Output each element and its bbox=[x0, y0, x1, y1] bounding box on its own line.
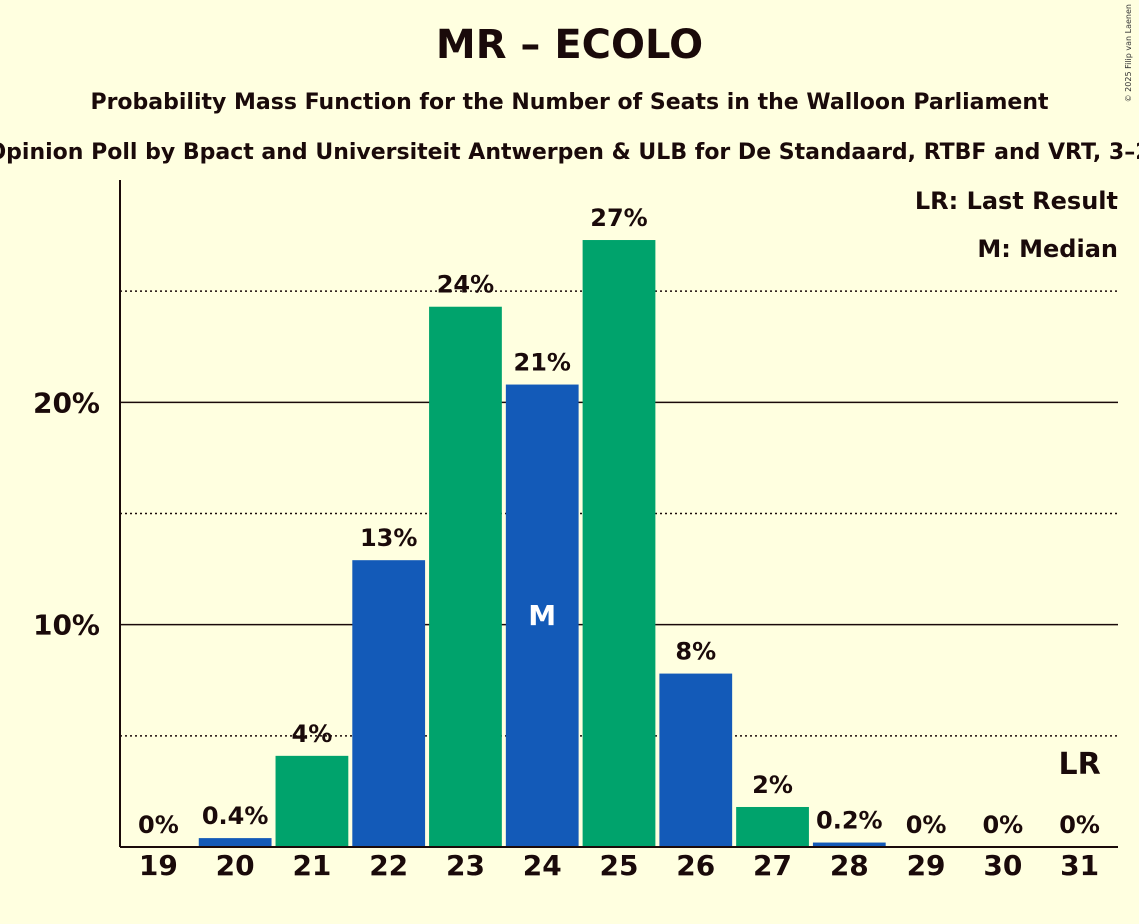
x-tick-27: 27 bbox=[753, 849, 792, 882]
value-label-30: 0% bbox=[982, 811, 1023, 839]
x-tick-30: 30 bbox=[983, 849, 1022, 882]
median-marker: M bbox=[528, 599, 556, 632]
value-label-28: 0.2% bbox=[816, 807, 883, 835]
bar-24 bbox=[505, 384, 579, 847]
value-label-22: 13% bbox=[360, 524, 417, 552]
value-label-23: 24% bbox=[437, 271, 494, 299]
x-tick-31: 31 bbox=[1060, 849, 1099, 882]
value-label-21: 4% bbox=[292, 720, 333, 748]
x-axis-ticks: 19 20 21 22 23 24 25 26 27 28 29 30 31 bbox=[139, 849, 1099, 882]
value-label-20: 0.4% bbox=[202, 802, 269, 830]
x-tick-21: 21 bbox=[292, 849, 331, 882]
value-labels: 0% 0.4% 4% 13% 24% 21% M 27% 8% 2% 0.2% 0% 0% 0% LR bbox=[138, 204, 1101, 839]
x-tick-23: 23 bbox=[446, 849, 485, 882]
legend-median: M: Median bbox=[977, 235, 1118, 263]
x-tick-24: 24 bbox=[523, 849, 562, 882]
bar-20 bbox=[198, 838, 272, 847]
value-label-24: 21% bbox=[514, 349, 571, 377]
bars bbox=[198, 240, 886, 848]
x-tick-25: 25 bbox=[600, 849, 639, 882]
value-label-25: 27% bbox=[590, 204, 647, 232]
value-label-31: 0% bbox=[1059, 811, 1100, 839]
x-tick-26: 26 bbox=[676, 849, 715, 882]
x-tick-28: 28 bbox=[830, 849, 869, 882]
value-label-19: 0% bbox=[138, 811, 179, 839]
last-result-marker: LR bbox=[1059, 747, 1101, 782]
x-tick-19: 19 bbox=[139, 849, 178, 882]
bar-21 bbox=[275, 755, 349, 847]
value-label-27: 2% bbox=[752, 771, 793, 799]
y-tick-20: 20% bbox=[33, 386, 100, 419]
chart-source-line: Opinion Poll by Bpact and Universiteit A… bbox=[0, 140, 1139, 165]
y-tick-10: 10% bbox=[33, 609, 100, 642]
x-tick-20: 20 bbox=[216, 849, 255, 882]
value-label-26: 8% bbox=[675, 638, 716, 666]
bar-27 bbox=[736, 806, 809, 847]
value-label-29: 0% bbox=[906, 811, 947, 839]
bar-22 bbox=[352, 560, 426, 847]
legend-last-result: LR: Last Result bbox=[915, 187, 1118, 215]
bar-26 bbox=[659, 673, 733, 847]
bar-25 bbox=[582, 240, 656, 847]
x-tick-29: 29 bbox=[907, 849, 946, 882]
chart-subtitle: Probability Mass Function for the Number… bbox=[90, 90, 1049, 115]
chart-title: MR – ECOLO bbox=[435, 22, 704, 68]
bar-28 bbox=[812, 842, 886, 847]
bar-23 bbox=[429, 306, 502, 848]
y-axis-ticks: 10% 20% bbox=[33, 386, 100, 641]
x-tick-22: 22 bbox=[369, 849, 408, 882]
